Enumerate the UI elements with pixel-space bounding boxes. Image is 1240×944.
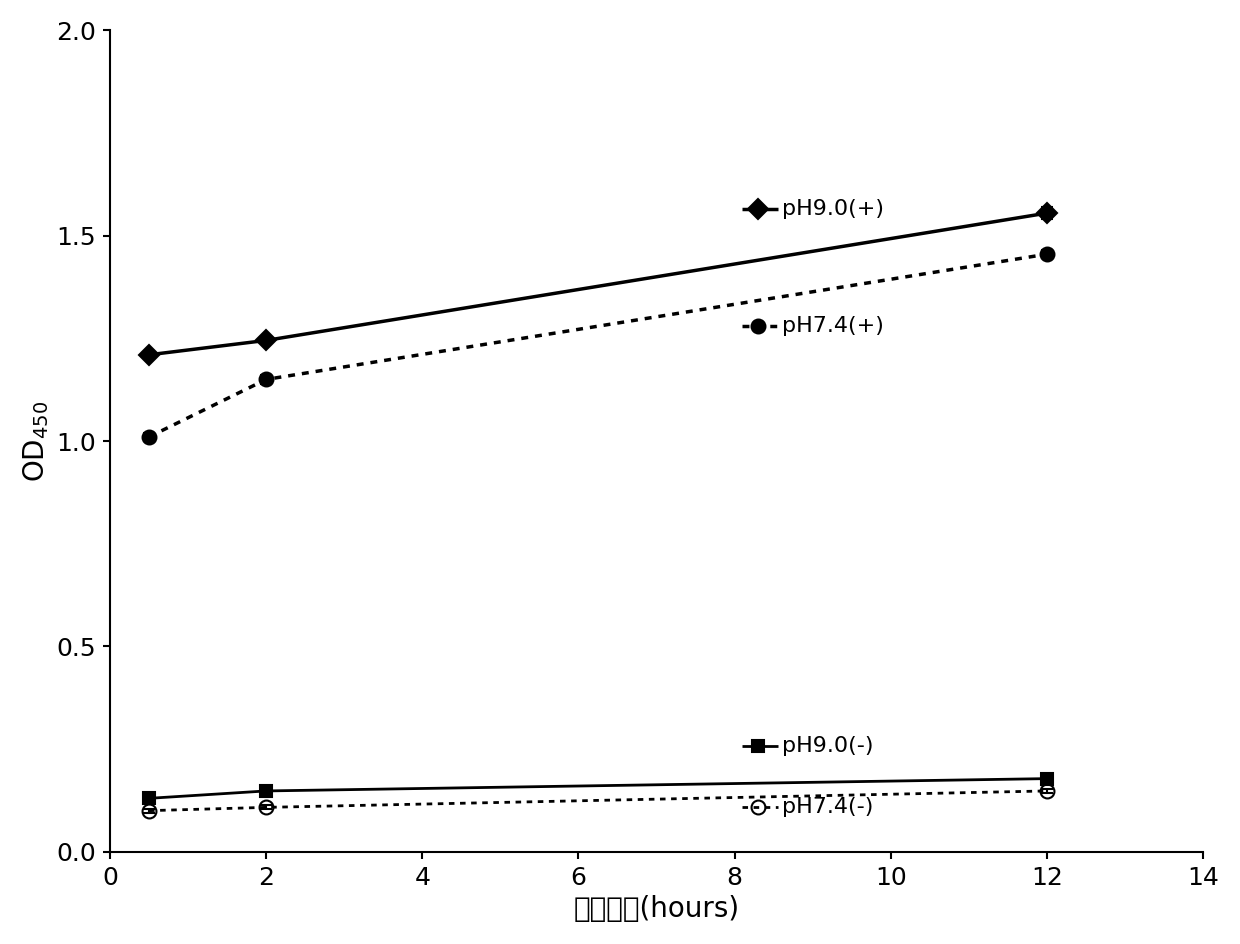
- Y-axis label: OD$_{450}$: OD$_{450}$: [21, 400, 51, 481]
- X-axis label: 包被时间(hours): 包被时间(hours): [574, 895, 739, 923]
- Text: pH9.0(-): pH9.0(-): [781, 735, 873, 756]
- Text: pH7.4(-): pH7.4(-): [781, 798, 873, 818]
- Text: pH9.0(+): pH9.0(+): [781, 199, 884, 219]
- Text: pH7.4(+): pH7.4(+): [781, 316, 883, 336]
